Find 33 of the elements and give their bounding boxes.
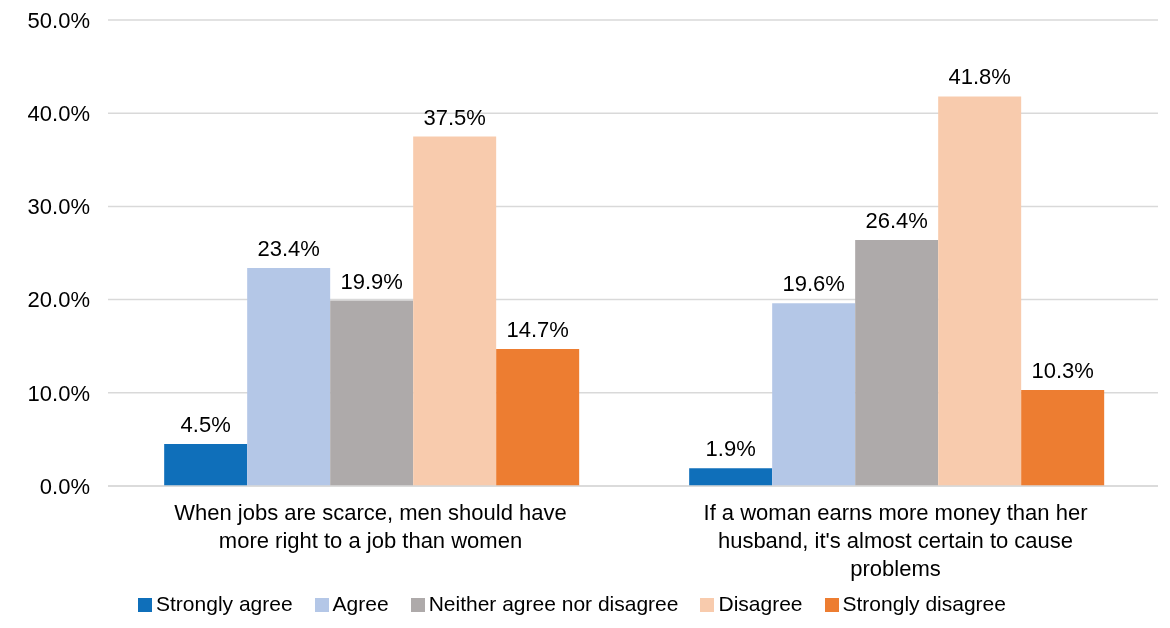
bar	[938, 96, 1022, 486]
data-label: 14.7%	[506, 317, 569, 342]
data-label: 41.8%	[948, 64, 1011, 90]
bar	[689, 468, 773, 486]
legend-label: Agree	[332, 592, 389, 615]
bar	[247, 267, 331, 486]
x-tick-label: When jobs are scarce, men should have more right to a job than women	[174, 500, 567, 553]
bar	[496, 349, 580, 486]
y-tick-label: 0.0%	[39, 473, 90, 499]
bar	[1021, 390, 1105, 486]
legend-label: Strongly agree	[156, 592, 293, 615]
bar	[164, 444, 248, 486]
data-label: 37.5%	[423, 104, 486, 130]
data-label: 23.4%	[257, 235, 320, 261]
data-label: 10.3%	[1031, 358, 1094, 383]
data-label: 19.6%	[782, 271, 845, 297]
x-tick-label: If a woman earns more money than her husband, it's almost certain to cause problems	[703, 500, 1088, 581]
legend-label: Neither agree nor disagree	[428, 592, 679, 615]
data-label: 1.9%	[705, 436, 756, 462]
data-label: 26.4%	[865, 207, 928, 233]
data-label: 4.5%	[180, 412, 231, 438]
legend-label: Disagree	[718, 592, 803, 615]
y-tick-label: 30.0%	[27, 194, 90, 220]
bar	[855, 239, 939, 486]
y-tick-label: 40.0%	[27, 101, 90, 127]
data-label: 19.9%	[340, 268, 403, 294]
y-tick-label: 50.0%	[27, 7, 90, 33]
bar	[330, 300, 414, 486]
y-tick-label: 20.0%	[27, 287, 90, 313]
bar	[413, 136, 497, 486]
legend-label: Strongly disagree	[842, 592, 1006, 615]
bar	[772, 303, 856, 486]
y-tick-label: 10.0%	[27, 380, 90, 406]
